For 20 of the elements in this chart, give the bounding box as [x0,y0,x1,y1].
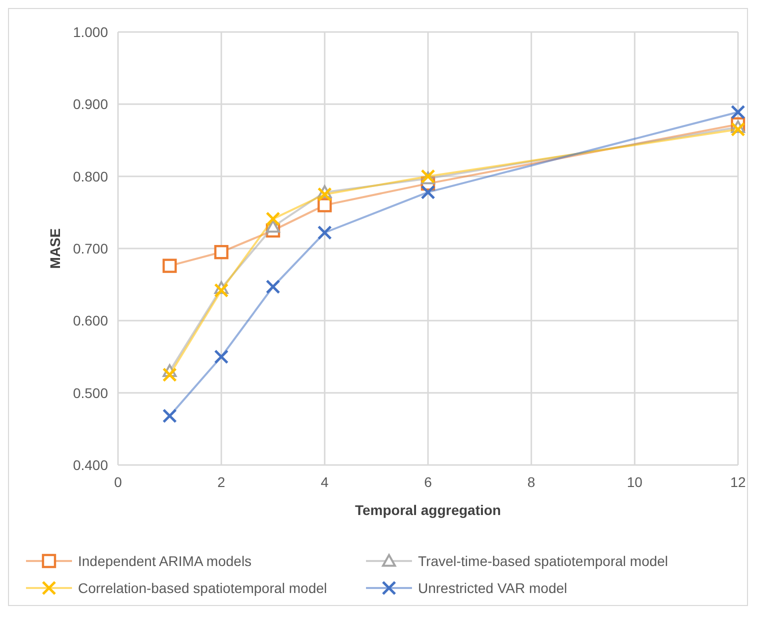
y-tick-label: 0.500 [72,384,108,401]
legend-label: Unrestricted VAR model [418,580,568,596]
legend-label: Correlation-based spatiotemporal model [78,580,328,596]
legend-label: Travel-time-based spatiotemporal model [418,553,668,569]
y-tick-label: 0.400 [72,457,108,473]
x-tick-label: 0 [114,474,122,490]
y-tick-label: 0.700 [72,240,108,256]
y-tick-label: 0.600 [72,312,108,329]
y-axis-title: MASE [47,228,63,269]
x-tick-label: 4 [320,474,329,490]
x-tick-label: 12 [730,474,746,490]
x-tick-label: 6 [424,474,432,490]
x-tick-label: 2 [217,474,226,490]
x-axis-title: Temporal aggregation [355,502,501,518]
y-tick-label: 0.900 [72,96,108,112]
legend-label: Independent ARIMA models [78,553,252,569]
y-tick-label: 0.800 [72,168,108,184]
y-tick-label: 1.000 [72,24,108,40]
x-tick-label: 10 [626,474,643,490]
x-tick-label: 8 [527,474,536,490]
